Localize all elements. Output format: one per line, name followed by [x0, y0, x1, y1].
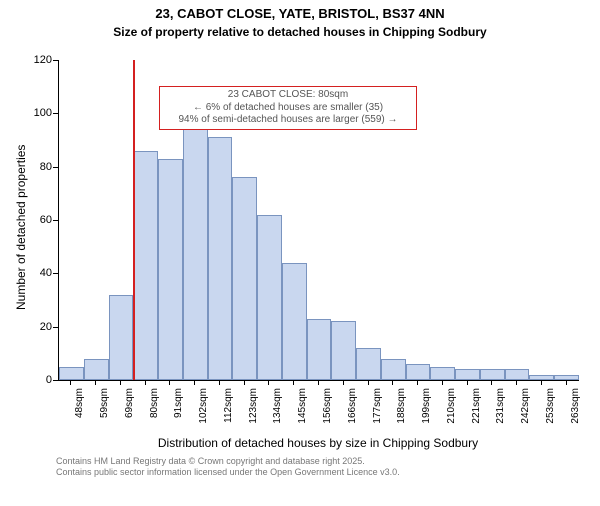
x-tick-mark: [541, 380, 542, 385]
histogram-bar: [356, 348, 381, 380]
x-tick-mark: [95, 380, 96, 385]
x-tick-mark: [467, 380, 468, 385]
x-tick-label: 80sqm: [149, 388, 160, 428]
y-tick-label: 0: [24, 373, 52, 387]
histogram-bar: [183, 113, 208, 380]
histogram-bar: [84, 359, 109, 380]
plot-area: 23 CABOT CLOSE: 80sqm← 6% of detached ho…: [58, 60, 579, 381]
histogram-bar: [529, 375, 554, 380]
x-tick-label: 263sqm: [570, 388, 581, 428]
x-tick-mark: [219, 380, 220, 385]
histogram-bar: [133, 151, 158, 380]
x-tick-label: 253sqm: [545, 388, 556, 428]
y-tick-mark: [53, 220, 58, 221]
histogram-bar: [282, 263, 307, 380]
x-tick-mark: [145, 380, 146, 385]
y-tick-mark: [53, 327, 58, 328]
x-tick-mark: [70, 380, 71, 385]
histogram-bar: [430, 367, 455, 380]
x-tick-mark: [368, 380, 369, 385]
x-tick-label: 69sqm: [124, 388, 135, 428]
footnote-line2: Contains public sector information licen…: [56, 467, 400, 478]
histogram-bar: [307, 319, 332, 380]
y-tick-mark: [53, 113, 58, 114]
histogram-bar: [109, 295, 134, 380]
x-tick-mark: [244, 380, 245, 385]
annotation-line1: 23 CABOT CLOSE: 80sqm: [164, 89, 412, 102]
y-tick-label: 100: [24, 106, 52, 120]
x-tick-label: 177sqm: [372, 388, 383, 428]
chart-title-line2: Size of property relative to detached ho…: [0, 25, 600, 39]
chart-container: Number of detached properties 23 CABOT C…: [0, 50, 600, 470]
x-tick-mark: [318, 380, 319, 385]
y-tick-mark: [53, 380, 58, 381]
x-tick-mark: [516, 380, 517, 385]
y-tick-mark: [53, 167, 58, 168]
histogram-bar: [554, 375, 579, 380]
footnote-line1: Contains HM Land Registry data © Crown c…: [56, 456, 400, 467]
x-tick-mark: [417, 380, 418, 385]
annotation-line2: ← 6% of detached houses are smaller (35): [164, 102, 412, 115]
x-tick-mark: [392, 380, 393, 385]
x-tick-label: 145sqm: [297, 388, 308, 428]
x-tick-mark: [120, 380, 121, 385]
x-tick-label: 91sqm: [173, 388, 184, 428]
chart-title-line1: 23, CABOT CLOSE, YATE, BRISTOL, BS37 4NN: [0, 6, 600, 23]
x-tick-label: 48sqm: [74, 388, 85, 428]
x-tick-mark: [491, 380, 492, 385]
annotation-box: 23 CABOT CLOSE: 80sqm← 6% of detached ho…: [159, 86, 417, 130]
x-tick-mark: [169, 380, 170, 385]
footnote: Contains HM Land Registry data © Crown c…: [56, 456, 400, 478]
x-tick-label: 123sqm: [248, 388, 259, 428]
x-tick-label: 242sqm: [520, 388, 531, 428]
histogram-bar: [480, 369, 505, 380]
histogram-bar: [232, 177, 257, 380]
y-tick-mark: [53, 273, 58, 274]
x-tick-label: 221sqm: [471, 388, 482, 428]
x-tick-label: 210sqm: [446, 388, 457, 428]
y-tick-label: 80: [24, 160, 52, 174]
x-tick-label: 112sqm: [223, 388, 234, 428]
x-axis-label: Distribution of detached houses by size …: [58, 436, 578, 450]
y-tick-label: 20: [24, 320, 52, 334]
x-tick-mark: [194, 380, 195, 385]
y-tick-label: 60: [24, 213, 52, 227]
x-tick-label: 59sqm: [99, 388, 110, 428]
histogram-bar: [158, 159, 183, 380]
histogram-bar: [505, 369, 530, 380]
x-tick-mark: [268, 380, 269, 385]
x-tick-mark: [442, 380, 443, 385]
x-tick-label: 231sqm: [495, 388, 506, 428]
histogram-bar: [331, 321, 356, 380]
histogram-bar: [406, 364, 431, 380]
x-tick-label: 102sqm: [198, 388, 209, 428]
x-tick-label: 199sqm: [421, 388, 432, 428]
x-tick-mark: [343, 380, 344, 385]
y-tick-mark: [53, 60, 58, 61]
histogram-bar: [455, 369, 480, 380]
y-tick-label: 120: [24, 53, 52, 67]
x-tick-label: 156sqm: [322, 388, 333, 428]
histogram-bar: [257, 215, 282, 380]
x-tick-mark: [566, 380, 567, 385]
x-tick-label: 188sqm: [396, 388, 407, 428]
x-tick-label: 134sqm: [272, 388, 283, 428]
histogram-bar: [381, 359, 406, 380]
y-tick-label: 40: [24, 266, 52, 280]
x-tick-mark: [293, 380, 294, 385]
histogram-bar: [208, 137, 233, 380]
x-tick-label: 166sqm: [347, 388, 358, 428]
property-marker-line: [133, 60, 135, 380]
histogram-bar: [59, 367, 84, 380]
annotation-line3: 94% of semi-detached houses are larger (…: [164, 114, 412, 127]
